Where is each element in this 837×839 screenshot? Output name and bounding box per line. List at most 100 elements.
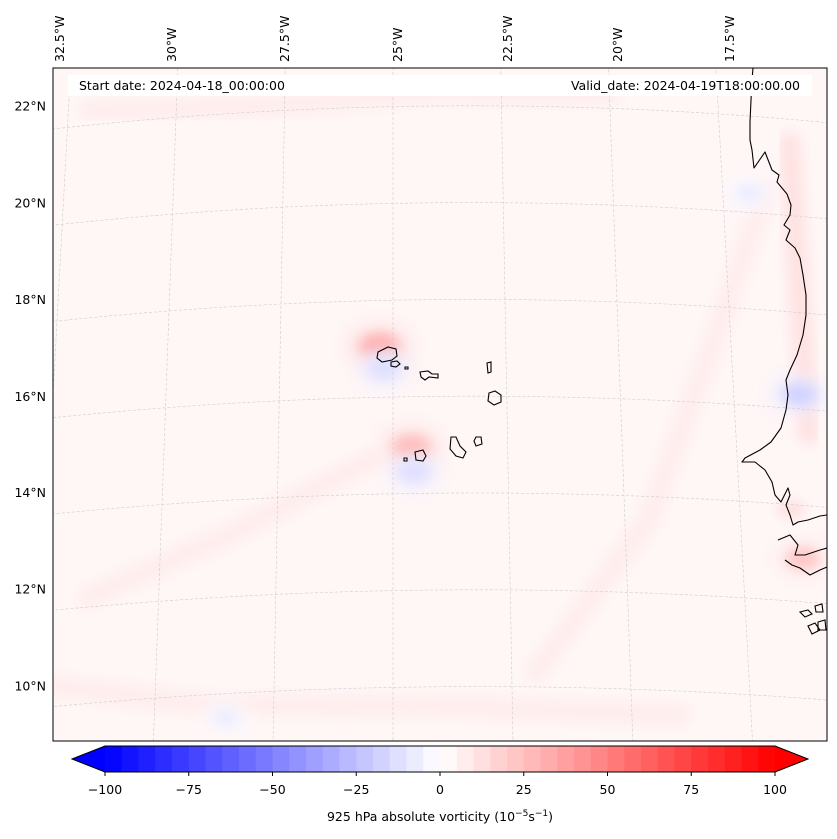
colorbar-segment <box>557 746 575 772</box>
colorbar-tick-label: −25 <box>343 782 369 797</box>
island-fogo <box>414 449 427 462</box>
colorbar-segment <box>540 746 558 772</box>
colorbar-segment <box>172 746 190 772</box>
field-feature-senegal-coast-pos <box>775 499 806 520</box>
colorbar-tick-label: 0 <box>436 782 444 797</box>
colorbar-segment <box>758 746 776 772</box>
colorbar-segment <box>523 746 541 772</box>
african-coastline <box>741 68 827 576</box>
gridlines <box>53 68 827 741</box>
colorbar-segment <box>356 746 374 772</box>
colorbar-segment <box>322 746 340 772</box>
colorbar-segment <box>188 746 206 772</box>
colorbar-segment <box>339 746 357 772</box>
colorbar-extend-max <box>775 746 808 772</box>
coastlines <box>376 68 827 635</box>
lat-tick-label: 22°N <box>14 99 46 114</box>
bijagos-island <box>814 603 824 613</box>
lon-tick-label: 25°W <box>390 27 405 62</box>
info-banner <box>68 75 812 96</box>
island-boa-vista <box>487 390 502 406</box>
island-sao-vicente <box>390 360 401 368</box>
gridline-lat <box>53 686 827 707</box>
colorbar-segment <box>222 746 240 772</box>
colorbar-segment <box>590 746 608 772</box>
colorbar-segment <box>691 746 709 772</box>
colorbar-segment <box>724 746 742 772</box>
lat-tick-label: 14°N <box>14 485 46 500</box>
field-feature-fogo-brava-dipole-neg <box>397 461 430 482</box>
colorbar-tick-label: 25 <box>516 782 532 797</box>
colorbar-tick-label: 50 <box>600 782 616 797</box>
colorbar-extend-min <box>72 746 105 772</box>
colorbar-tick-label: −50 <box>259 782 285 797</box>
lat-tick-label: 10°N <box>14 678 46 693</box>
colorbar-segment <box>121 746 139 772</box>
map-background <box>53 68 827 741</box>
colorbar-segment <box>155 746 173 772</box>
colorbar-tick-label: −75 <box>176 782 202 797</box>
gridline-lon <box>608 68 634 741</box>
lon-tick-label: 32.5°W <box>52 16 67 62</box>
gridline-lon <box>153 68 179 741</box>
map-axes: Start date: 2024-04-18_00:00:00 Valid_da… <box>52 67 828 742</box>
field-feature-santo-antao-dipole-neg <box>368 357 400 379</box>
colorbar-segment <box>239 746 257 772</box>
lat-tick-label: 12°N <box>14 582 46 597</box>
map-frame <box>52 67 828 742</box>
gridline-lat <box>53 299 827 322</box>
lat-tick-label: 16°N <box>14 389 46 404</box>
gridline-lon <box>53 78 71 401</box>
gridline-lon <box>715 68 753 741</box>
field-band-diagonal-band-west <box>77 449 381 609</box>
gridline-lat <box>53 589 827 611</box>
colorbar-segment <box>440 746 458 772</box>
colorbar-segment <box>574 746 592 772</box>
gridline-lon <box>272 68 286 741</box>
island-maio <box>473 436 483 447</box>
colorbar-segment <box>473 746 491 772</box>
colorbar-segment <box>674 746 692 772</box>
colorbar-segment <box>255 746 273 772</box>
colorbar-ticks: −100 −75 −50 −25 0 25 50 75 100 <box>88 772 787 797</box>
bijagos-island <box>817 619 827 631</box>
colorbar-tick-label: 100 <box>763 782 787 797</box>
colorbar-segment <box>657 746 675 772</box>
longitude-tick-labels: 32.5°W 30°W 27.5°W 25°W 22.5°W 20°W 17.5°W <box>52 16 737 62</box>
bijagos-island <box>798 609 813 618</box>
lat-tick-label: 18°N <box>14 292 46 307</box>
colorbar-segment <box>708 746 726 772</box>
colorbar-segment <box>138 746 156 772</box>
colorbar-segment <box>423 746 441 772</box>
colorbar-segment <box>205 746 223 772</box>
field-feature-senegal-gambia-pos <box>785 547 820 570</box>
colorbar-tick-label: −100 <box>88 782 122 797</box>
colorbar-label: 925 hPa absolute vorticity (10−5s−1) <box>327 809 553 824</box>
start-date-label: Start date: 2024-04-18_00:00:00 <box>79 78 285 93</box>
gridline-lat <box>53 395 827 418</box>
colorbar-segment <box>389 746 407 772</box>
island-santa-luzia <box>404 366 409 370</box>
gridline-lat <box>53 492 827 515</box>
colorbar: −100 −75 −50 −25 0 25 50 75 100 925 hPa absolute… <box>70 745 810 824</box>
latitude-tick-labels: 22°N 20°N 18°N 16°N 14°N 12°N 10°N <box>14 99 46 694</box>
lat-tick-label: 20°N <box>14 195 46 210</box>
field-feature-mauritania-coast-neg <box>782 383 817 406</box>
colorbar-segment <box>456 746 474 772</box>
lon-tick-label: 17.5°W <box>722 16 737 62</box>
island-santo-antao <box>376 346 398 363</box>
gridline-lon <box>500 68 514 741</box>
gridline-lat <box>53 202 827 226</box>
field-band-diagonal-band-east <box>524 178 778 684</box>
field-feature-mauritania-north-neg <box>735 183 764 203</box>
colorbar-segment <box>507 746 525 772</box>
field-band-south-band <box>53 674 691 727</box>
colorbar-tick-label: 75 <box>683 782 699 797</box>
colorbar-segment <box>641 746 659 772</box>
colorbar-segment <box>490 746 508 772</box>
island-sal <box>486 361 492 374</box>
colorbar-segment <box>306 746 324 772</box>
valid-date-label: Valid_date: 2024-04-19T18:00:00.00 <box>571 78 800 93</box>
island-sao-nicolau <box>419 370 439 381</box>
